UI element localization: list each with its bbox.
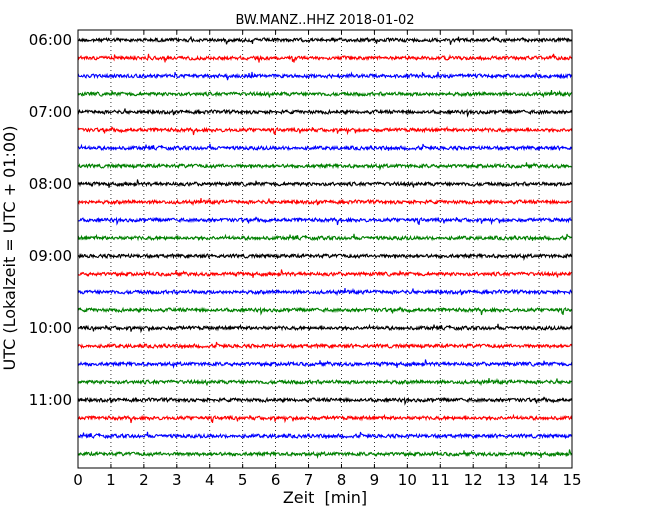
- trace-line: [77, 53, 573, 63]
- x-tick-label: 11: [431, 471, 450, 489]
- trace-line: [77, 252, 573, 261]
- x-tick-label: 3: [172, 471, 182, 489]
- y-tick-label: 08:00: [29, 175, 72, 193]
- trace-line: [77, 359, 573, 369]
- x-tick-label: 1: [106, 471, 116, 489]
- trace-line: [77, 162, 573, 171]
- trace-line: [77, 413, 573, 424]
- trace-line: [77, 125, 573, 136]
- y-tick-labels: 06:00 07:00 08:00 09:00 10:00 11:00: [29, 31, 72, 409]
- trace-line: [77, 269, 573, 278]
- x-tick-label: 2: [139, 471, 149, 489]
- trace-line: [77, 431, 573, 440]
- x-tick-label: 13: [497, 471, 516, 489]
- plot-frame: [77, 29, 573, 469]
- x-tick-label: 6: [271, 471, 281, 489]
- trace-line: [77, 396, 573, 406]
- axis-ticks: [77, 30, 573, 468]
- x-tick-label: 8: [337, 471, 347, 489]
- x-tick-label: 15: [562, 471, 581, 489]
- x-tick-label: 14: [530, 471, 549, 489]
- trace-line: [77, 377, 573, 387]
- trace-line: [77, 143, 573, 152]
- y-tick-label: 09:00: [29, 247, 72, 265]
- x-tick-label: 9: [370, 471, 380, 489]
- trace-line: [77, 179, 573, 188]
- trace-line: [77, 36, 573, 45]
- y-axis-label: UTC (Lokalzeit = UTC + 01:00): [0, 126, 19, 371]
- x-tick-label: 0: [73, 471, 83, 489]
- trace-line: [77, 306, 573, 316]
- trace-line: [77, 197, 573, 207]
- trace-line: [77, 449, 573, 459]
- x-tick-labels: 0 1 2 3 4 5 6 7 8 9 10 11 12 13 14 15: [73, 471, 581, 489]
- y-tick-label: 06:00: [29, 31, 72, 49]
- y-tick-label: 10:00: [29, 319, 72, 337]
- trace-line: [77, 89, 573, 99]
- trace-line: [77, 341, 573, 350]
- y-tick-label: 11:00: [29, 391, 72, 409]
- trace-line: [77, 108, 573, 118]
- y-tick-label: 07:00: [29, 103, 72, 121]
- chart-title: BW.MANZ..HHZ 2018-01-02: [235, 13, 414, 28]
- trace-line: [77, 71, 573, 81]
- trace-line: [77, 287, 573, 297]
- x-axis-label: Zeit [min]: [283, 488, 367, 507]
- trace-line: [77, 233, 573, 242]
- x-tick-label: 10: [398, 471, 417, 489]
- x-tick-label: 12: [464, 471, 483, 489]
- seismogram-traces: [77, 36, 573, 459]
- x-tick-label: 7: [304, 471, 314, 489]
- trace-line: [77, 216, 573, 226]
- x-tick-label: 4: [205, 471, 215, 489]
- trace-line: [77, 323, 573, 334]
- x-tick-label: 5: [238, 471, 248, 489]
